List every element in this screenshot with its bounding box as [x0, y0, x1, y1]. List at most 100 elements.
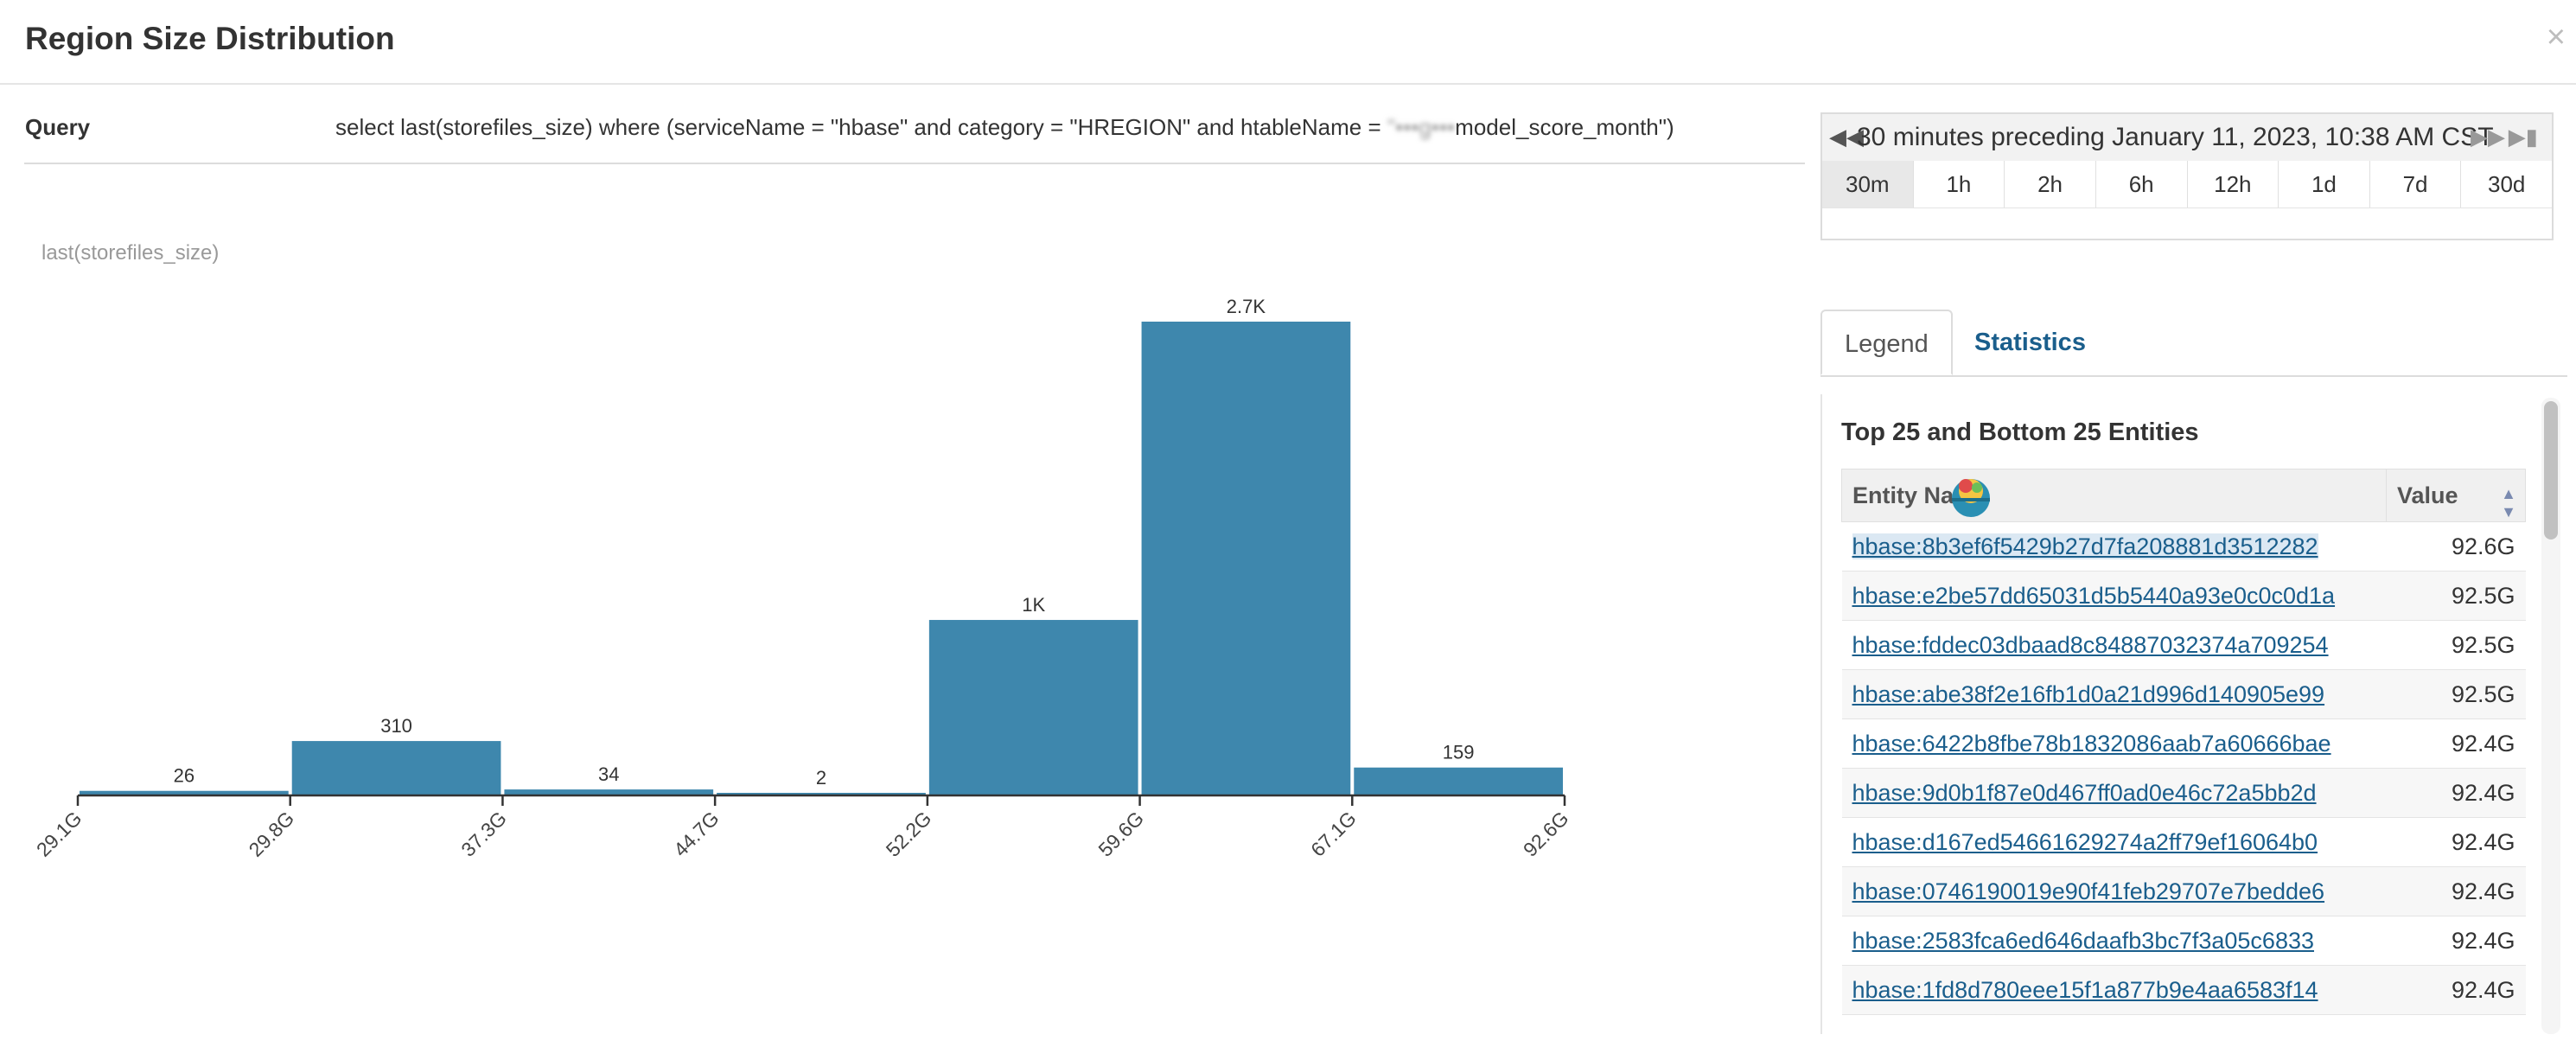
entity-name-cell: hbase:e2be57dd65031d5b5440a93e0c0c0d1a [1841, 571, 2387, 621]
time-range-option-30d[interactable]: 30d [2487, 171, 2526, 197]
time-range-title: 30 minutes preceding January 11, 2023, 1… [1857, 123, 2494, 151]
entity-link[interactable]: hbase:8b3ef6f5429b27d7fa208881d3512282 [1852, 533, 2318, 559]
legend-panel: Top 25 and Bottom 25 Entities Entity Na … [1820, 394, 2566, 1034]
x-tick-label: 67.1G [1306, 807, 1361, 861]
x-tick-label: 59.6G [1094, 807, 1148, 861]
entity-name-cell: hbase:d167ed54661629274a2ff79ef16064b0 [1841, 817, 2387, 867]
fast-forward-icon[interactable]: ▶▶ [2471, 124, 2505, 150]
entity-value-cell: 92.4G [2386, 718, 2526, 769]
query-text: select last(storefiles_size) where (serv… [335, 114, 1674, 141]
histogram-svg: last(storefiles_size) 26 310 34 2 1K 2.7K 159 29… [32, 241, 1573, 861]
table-row: hbase:9d0b1f87e0d467ff0ad0e46c72a5bb2d 92… [1841, 768, 2526, 818]
table-row: hbase:fddec03dbaad8c84887032374a709254 92… [1841, 620, 2526, 670]
bar-value-label: 159 [1443, 742, 1475, 763]
bar-value-label: 2 [816, 767, 826, 789]
time-range-option-1d[interactable]: 1d [2279, 161, 2370, 208]
time-range-option-30m[interactable]: 30m [1822, 161, 1914, 208]
cursor-overlay-icon [1952, 479, 1990, 517]
column-header-entity-name[interactable]: Entity Na [1841, 469, 2387, 522]
entity-value-cell: 92.5G [2386, 620, 2526, 670]
entity-name-cell: hbase:2583fca6ed646daafb3bc7f3a05c6833 [1841, 916, 2387, 966]
bar-value-label: 310 [380, 715, 412, 737]
tab-legend[interactable]: Legend [1820, 310, 1953, 375]
entity-link[interactable]: hbase:fddec03dbaad8c84887032374a709254 [1852, 631, 2329, 658]
table-row: hbase:2583fca6ed646daafb3bc7f3a05c6833 92… [1841, 916, 2526, 966]
entity-link[interactable]: hbase:9d0b1f87e0d467ff0ad0e46c72a5bb2d [1852, 779, 2317, 806]
column-header-value[interactable]: Value ▲ ▼ [2386, 469, 2526, 522]
query-text-end: model_score_month") [1455, 114, 1674, 140]
histogram-bar [80, 790, 289, 795]
close-icon[interactable]: × [2546, 19, 2566, 55]
time-range-options: 30m 1h 2h 6h 12h 1d 7d 30d [1822, 161, 2552, 208]
entity-link[interactable]: hbase:6422b8fbe78b1832086aab7a60666bae [1852, 730, 2331, 757]
x-tick-label: 52.2G [882, 807, 936, 861]
entity-name-cell: hbase:abe38f2e16fb1d0a21d996d140905e99 [1841, 669, 2387, 719]
entity-name-cell: hbase:9d0b1f87e0d467ff0ad0e46c72a5bb2d [1841, 768, 2387, 818]
entity-value-cell: 92.4G [2386, 768, 2526, 818]
histogram-chart: last(storefiles_size) 26 310 34 2 1K 2.7K 159 29… [0, 225, 1625, 882]
x-tick-label: 92.6G [1519, 807, 1573, 861]
histogram-bar [717, 793, 926, 795]
time-range-option-6h[interactable]: 6h [2096, 161, 2188, 208]
entity-link[interactable]: hbase:2583fca6ed646daafb3bc7f3a05c6833 [1852, 927, 2315, 954]
dialog-title: Region Size Distribution [25, 21, 395, 56]
query-row: Query select last(storefiles_size) where… [24, 83, 1805, 164]
table-row: hbase:abe38f2e16fb1d0a21d996d140905e99 92… [1841, 669, 2526, 719]
table-row: hbase:6422b8fbe78b1832086aab7a60666bae 92… [1841, 718, 2526, 769]
bar-value-label: 1K [1022, 594, 1045, 616]
x-tick-label: 29.1G [32, 807, 86, 861]
tab-statistics[interactable]: Statistics [1974, 329, 2086, 356]
x-tick-label: 37.3G [456, 807, 511, 861]
legend-scrollbar[interactable] [2541, 398, 2560, 1034]
entity-value-cell: 92.6G [2386, 521, 2526, 572]
entity-link[interactable]: hbase:e2be57dd65031d5b5440a93e0c0c0d1a [1852, 582, 2336, 609]
table-row: hbase:0746190019e90f41feb29707e7bedde6 92… [1841, 866, 2526, 916]
histogram-bar [928, 620, 1138, 795]
tab-bar: Legend Statistics [1820, 310, 2567, 377]
entity-value-cell: 92.4G [2386, 817, 2526, 867]
histogram-bar [291, 741, 501, 795]
entity-link[interactable]: hbase:1fd8d780eee15f1a877b9e4aa6583f14 [1852, 976, 2318, 1003]
entity-link[interactable]: hbase:d167ed54661629274a2ff79ef16064b0 [1852, 828, 2318, 855]
time-range-option-7d[interactable]: 7d [2370, 161, 2462, 208]
column-header-value-label: Value [2397, 482, 2458, 508]
histogram-bar [504, 789, 714, 795]
entity-name-cell: hbase:0746190019e90f41feb29707e7bedde6 [1841, 866, 2387, 916]
time-range-selector: ◀◀ 30 minutes preceding January 11, 2023… [1820, 112, 2554, 240]
time-range-option-12h[interactable]: 12h [2188, 161, 2280, 208]
sort-icon[interactable]: ▲ ▼ [2501, 485, 2516, 520]
table-row: hbase:1fd8d780eee15f1a877b9e4aa6583f14 92… [1841, 965, 2526, 1015]
x-tick-label: 29.8G [245, 807, 299, 861]
entity-value-cell: 92.4G [2386, 965, 2526, 1015]
entity-name-cell: hbase:1fd8d780eee15f1a877b9e4aa6583f14 [1841, 965, 2387, 1015]
query-obscured-text: "•••g••• [1387, 114, 1456, 140]
bar-value-label: 2.7K [1227, 296, 1266, 317]
histogram-bar [1141, 322, 1351, 795]
rewind-icon[interactable]: ◀◀ [1829, 124, 1864, 150]
table-row: hbase:e2be57dd65031d5b5440a93e0c0c0d1a 92… [1841, 571, 2526, 621]
skip-to-end-icon[interactable]: ▶▮ [2508, 124, 2538, 150]
entity-value-cell: 92.5G [2386, 669, 2526, 719]
entity-name-cell: hbase:6422b8fbe78b1832086aab7a60666bae [1841, 718, 2387, 769]
entity-name-cell: hbase:8b3ef6f5429b27d7fa208881d3512282 [1841, 521, 2387, 572]
query-label: Query [25, 114, 91, 140]
entity-name-cell: hbase:fddec03dbaad8c84887032374a709254 [1841, 620, 2387, 670]
dialog-header: Region Size Distribution × [0, 0, 2576, 85]
time-range-header: ◀◀ 30 minutes preceding January 11, 2023… [1822, 114, 2552, 161]
entity-value-cell: 92.4G [2386, 866, 2526, 916]
x-tick-label: 44.7G [669, 807, 724, 861]
entity-link[interactable]: hbase:abe38f2e16fb1d0a21d996d140905e99 [1852, 680, 2325, 707]
bar-value-label: 26 [174, 765, 194, 787]
entity-link[interactable]: hbase:0746190019e90f41feb29707e7bedde6 [1852, 878, 2325, 904]
entity-value-cell: 92.4G [2386, 916, 2526, 966]
bar-value-label: 34 [598, 763, 619, 785]
table-row: hbase:d167ed54661629274a2ff79ef16064b0 92… [1841, 817, 2526, 867]
table-row: hbase:8b3ef6f5429b27d7fa208881d3512282 92… [1841, 521, 2526, 572]
histogram-bar [1354, 767, 1563, 795]
time-range-option-1h[interactable]: 1h [1914, 161, 2005, 208]
entity-value-cell: 92.5G [2386, 571, 2526, 621]
table-header-row: Entity Na Value ▲ ▼ [1841, 469, 2526, 522]
scrollbar-thumb[interactable] [2544, 401, 2558, 540]
query-text-start: select last(storefiles_size) where (serv… [335, 114, 1387, 140]
time-range-option-2h[interactable]: 2h [2005, 161, 2096, 208]
